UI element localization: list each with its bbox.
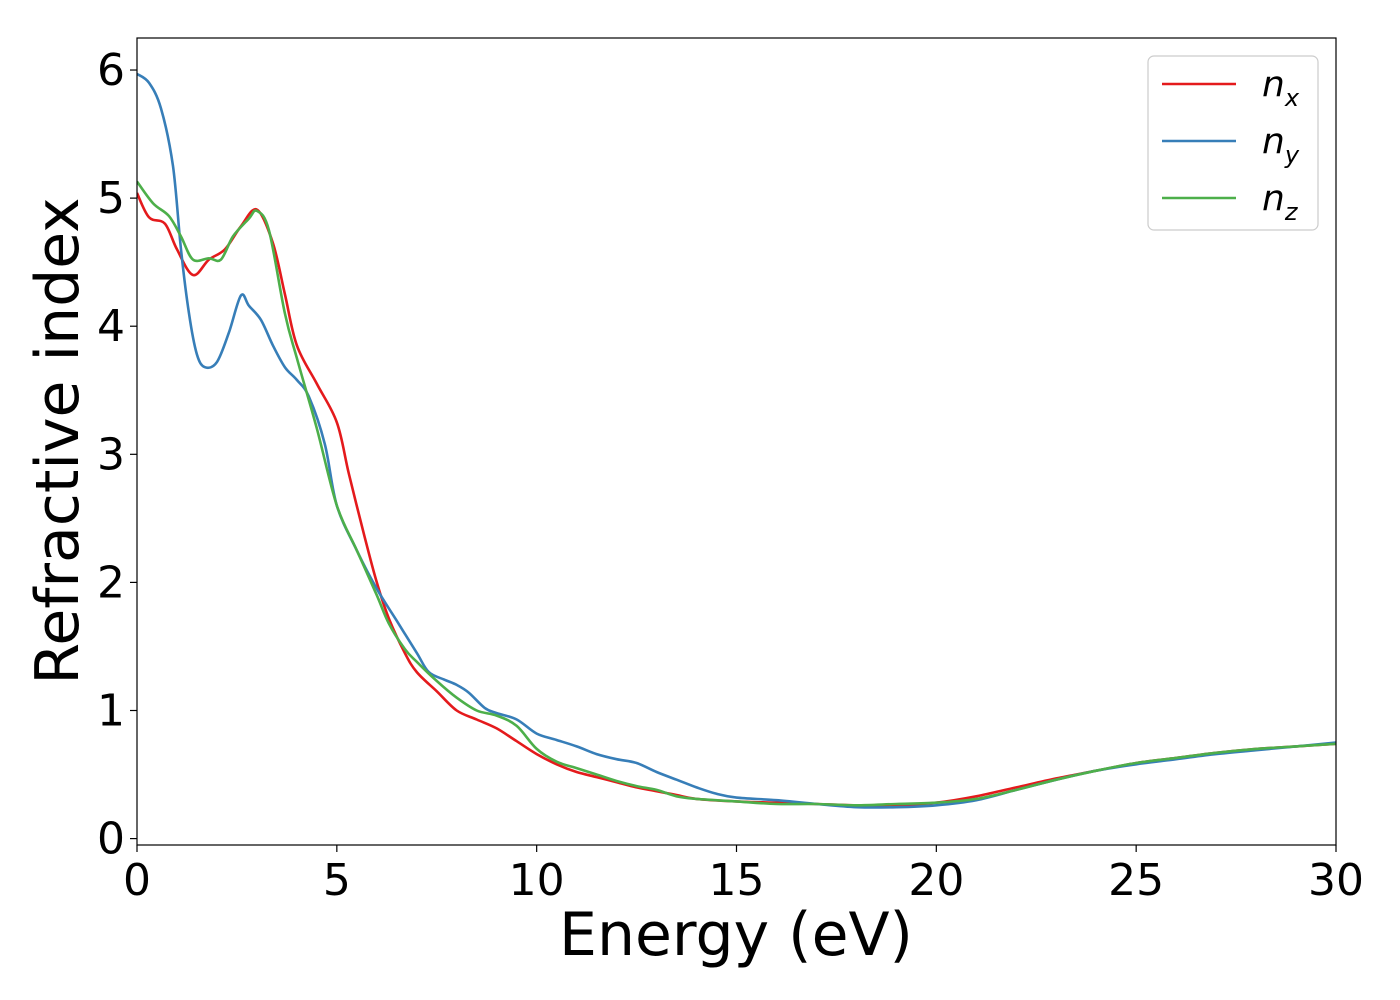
y-tick-label: 5 (97, 173, 125, 224)
x-tick-label: 0 (123, 855, 151, 906)
legend-label-n-z: nz (1262, 178, 1299, 226)
y-tick-label: 3 (97, 429, 125, 480)
x-axis-title: Energy (eV) (559, 900, 913, 970)
y-axis: 0 1 2 3 4 5 6 (97, 45, 137, 865)
series-line-n-x (137, 192, 1336, 807)
series-lines (137, 72, 1336, 809)
legend-box (1147, 55, 1319, 231)
series-line-n-y (137, 72, 1336, 809)
y-tick-label: 4 (97, 301, 125, 352)
y-axis-title: Refractive index (23, 197, 93, 684)
x-tick-label: 15 (709, 855, 765, 906)
y-tick-label: 2 (97, 557, 125, 608)
x-axis: 0 5 10 15 20 25 30 (123, 845, 1364, 906)
y-tick-label: 0 (97, 814, 125, 865)
x-tick-label: 25 (1108, 855, 1164, 906)
x-tick-label: 10 (509, 855, 565, 906)
series-line-n-z (137, 180, 1336, 807)
x-tick-label: 30 (1308, 855, 1364, 906)
y-tick-label: 6 (97, 45, 125, 96)
y-tick-label: 1 (97, 686, 125, 737)
x-tick-label: 20 (908, 855, 964, 906)
x-tick-label: 5 (323, 855, 351, 906)
